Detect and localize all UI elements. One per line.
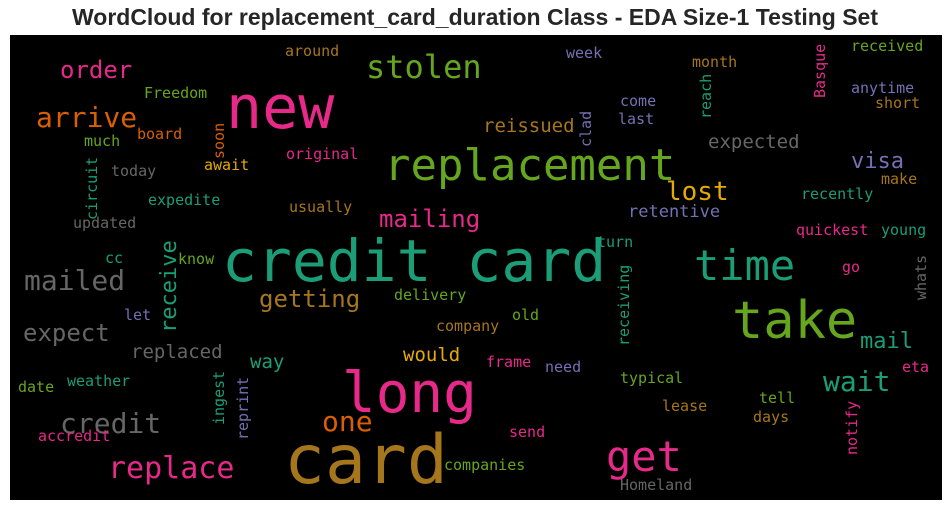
word-new: new xyxy=(226,73,335,143)
word-freedom: Freedom xyxy=(144,84,207,102)
word-one: one xyxy=(322,405,373,438)
word-homeland: Homeland xyxy=(620,476,692,494)
word-way: way xyxy=(250,351,284,373)
word-replacement: replacement xyxy=(384,140,675,191)
word-card: card xyxy=(284,421,448,500)
word-expect: expect xyxy=(23,319,110,347)
word-soon: soon xyxy=(210,123,228,159)
word-visa: visa xyxy=(851,149,904,174)
word-days: days xyxy=(753,408,789,426)
word-around: around xyxy=(285,42,339,60)
word-anytime: anytime xyxy=(851,79,914,97)
word-take: take xyxy=(732,291,857,351)
word-turn: turn xyxy=(597,233,633,251)
word-replace: replace xyxy=(108,451,234,486)
word-original: original xyxy=(286,145,358,163)
word-need: need xyxy=(545,358,581,376)
word-updated: updated xyxy=(73,214,136,232)
word-arrive: arrive xyxy=(36,101,137,134)
word-quickest: quickest xyxy=(796,221,868,239)
word-old: old xyxy=(512,306,539,324)
word-reprint: reprint xyxy=(234,377,252,440)
cloud-background xyxy=(10,35,942,500)
word-eta: eta xyxy=(902,358,929,376)
word-lease: lease xyxy=(662,397,707,415)
word-getting: getting xyxy=(259,285,360,313)
word-notify: notify xyxy=(843,401,861,455)
word-await: await xyxy=(204,156,249,174)
word-clad: clad xyxy=(577,111,595,147)
word-date: date xyxy=(18,378,54,396)
word-let: let xyxy=(124,306,151,324)
word-last: last xyxy=(618,110,654,128)
word-board: board xyxy=(137,125,182,143)
word-frame: frame xyxy=(486,353,531,371)
word-go: go xyxy=(842,258,860,276)
word-credit: credit xyxy=(60,407,161,440)
word-stolen: stolen xyxy=(366,48,482,86)
word-reissued: reissued xyxy=(483,115,575,137)
word-expected: expected xyxy=(708,131,800,153)
word-lost: lost xyxy=(666,177,729,207)
word-expedite: expedite xyxy=(148,191,220,209)
word-week: week xyxy=(566,44,602,62)
word-tell: tell xyxy=(759,389,795,407)
word-replaced: replaced xyxy=(131,341,223,363)
word-retentive: retentive xyxy=(628,202,720,222)
word-delivery: delivery xyxy=(394,286,466,304)
word-circuit: circuit xyxy=(83,157,101,220)
word-companies: companies xyxy=(444,456,525,474)
chart-title: WordCloud for replacement_card_duration … xyxy=(71,4,878,30)
word-time: time xyxy=(694,241,795,290)
word-recently: recently xyxy=(801,185,873,203)
word-mailing: mailing xyxy=(379,205,480,233)
word-know: know xyxy=(178,250,215,268)
word-mailed: mailed xyxy=(24,264,125,297)
word-mail: mail xyxy=(860,329,913,354)
word-accredit: accredit xyxy=(38,427,110,445)
word-basque: Basque xyxy=(811,44,829,98)
word-receiving: receiving xyxy=(615,265,633,346)
word-reach: reach xyxy=(697,74,715,119)
word-come: come xyxy=(620,92,656,110)
word-cc: cc xyxy=(105,249,123,267)
word-whats: whats xyxy=(912,255,930,300)
word-today: today xyxy=(111,162,156,180)
word-receive: receive xyxy=(157,240,182,333)
word-usually: usually xyxy=(289,198,352,216)
word-received: received xyxy=(851,37,923,55)
word-short: short xyxy=(875,94,920,112)
word-send: send xyxy=(509,423,545,441)
word-ingest: ingest xyxy=(210,371,228,425)
word-long: long xyxy=(342,361,477,426)
word-young: young xyxy=(881,221,926,239)
word-wait: wait xyxy=(823,365,890,398)
word-get: get xyxy=(606,432,682,481)
word-month: month xyxy=(692,53,737,71)
word-weather: weather xyxy=(67,372,130,390)
word-typical: typical xyxy=(620,369,683,387)
word-order: order xyxy=(60,56,132,84)
word-company: company xyxy=(436,317,499,335)
word-would: would xyxy=(403,344,460,366)
word-much: much xyxy=(84,132,120,150)
word-make: make xyxy=(881,170,917,188)
word-credit-card: credit card xyxy=(222,227,606,295)
